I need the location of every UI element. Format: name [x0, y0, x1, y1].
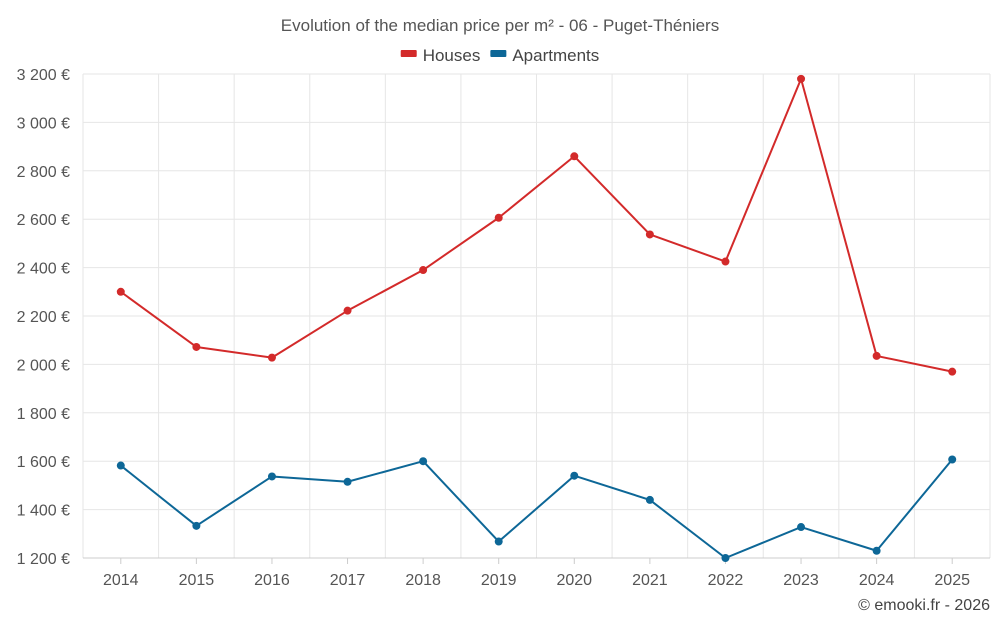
legend-item-houses[interactable]: Houses	[400, 46, 481, 65]
y-tick-label: 1 200 €	[17, 551, 70, 568]
legend-swatch-houses	[400, 50, 417, 57]
houses-data-point[interactable]	[116, 287, 125, 296]
houses-data-point[interactable]	[721, 257, 730, 266]
axes: 1 200 € 1 400 € 1 600 € 1 800 € 2 000 € 2 200…	[17, 67, 990, 589]
x-tick-label: 2022	[708, 572, 744, 589]
houses-data-point[interactable]	[419, 266, 428, 275]
y-tick-label: 2 600 €	[17, 212, 70, 229]
legend-label-houses: Houses	[423, 46, 481, 65]
houses-data-point[interactable]	[494, 213, 503, 222]
y-tick-label: 1 400 €	[17, 503, 70, 520]
houses-data-point[interactable]	[343, 306, 352, 315]
chart-title: Evolution of the median price per m² - 0…	[281, 16, 719, 35]
grid	[82, 73, 991, 558]
apartments-data-point[interactable]	[721, 554, 730, 562]
houses-series-line	[120, 77, 953, 373]
x-tick-label: 2016	[254, 572, 290, 589]
apartments-series-line	[120, 458, 953, 559]
x-tick-label: 2014	[103, 572, 139, 589]
y-tick-label: 2 800 €	[17, 164, 70, 181]
x-tick-label: 2020	[556, 572, 592, 589]
x-tick-label: 2015	[179, 572, 215, 589]
legend-label-apartments: Apartments	[512, 46, 599, 65]
y-tick-label: 3 000 €	[17, 115, 70, 132]
legend-item-apartments[interactable]: Apartments	[490, 46, 599, 65]
credit-text: © emooki.fr - 2026	[858, 597, 990, 614]
houses-data-point[interactable]	[570, 152, 579, 161]
apartments-data-point[interactable]	[494, 537, 503, 546]
x-tick-label: 2021	[632, 572, 668, 589]
apartments-data-point[interactable]	[570, 471, 579, 480]
x-tick-label: 2025	[934, 572, 970, 589]
series-layer	[116, 74, 957, 562]
apartments-data-point[interactable]	[267, 472, 276, 481]
apartments-data-point[interactable]	[343, 477, 352, 486]
apartments-data-point[interactable]	[948, 455, 957, 464]
x-tick-label: 2018	[405, 572, 441, 589]
y-tick-label: 1 800 €	[17, 406, 70, 423]
houses-data-point[interactable]	[267, 353, 276, 362]
x-tick-label: 2024	[859, 572, 895, 589]
y-tick-label: 1 600 €	[17, 454, 70, 471]
legend-swatch-apartments	[490, 50, 507, 57]
y-tick-label: 2 200 €	[17, 309, 70, 326]
legend: Houses Apartments	[400, 46, 599, 65]
apartments-data-point[interactable]	[797, 523, 806, 532]
houses-data-point[interactable]	[192, 342, 201, 351]
x-tick-label: 2023	[783, 572, 819, 589]
y-tick-label: 2 400 €	[17, 261, 70, 278]
houses-data-point[interactable]	[797, 74, 806, 83]
y-tick-label: 2 000 €	[17, 357, 70, 374]
houses-data-point[interactable]	[872, 351, 881, 360]
apartments-data-point[interactable]	[192, 521, 201, 530]
houses-data-point[interactable]	[948, 367, 957, 376]
x-tick-label: 2017	[330, 572, 366, 589]
apartments-data-point[interactable]	[872, 546, 881, 555]
houses-data-point[interactable]	[645, 230, 654, 239]
apartments-data-point[interactable]	[419, 457, 428, 466]
apartments-data-point[interactable]	[116, 461, 125, 470]
x-tick-label: 2019	[481, 572, 517, 589]
apartments-data-point[interactable]	[645, 495, 654, 504]
y-tick-label: 3 200 €	[17, 67, 70, 84]
